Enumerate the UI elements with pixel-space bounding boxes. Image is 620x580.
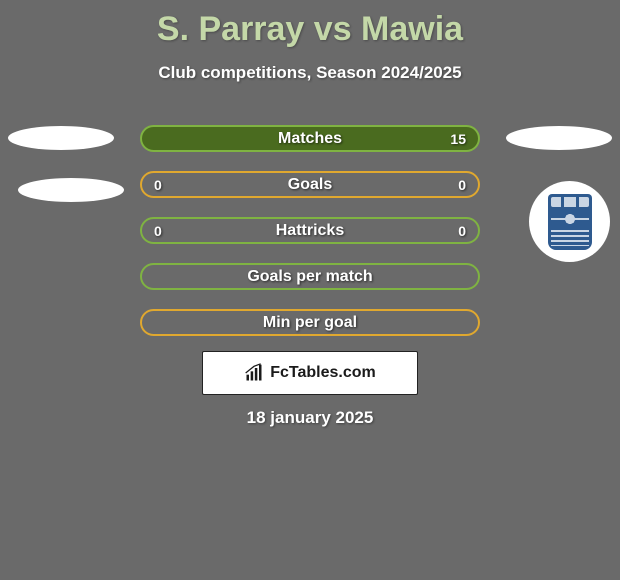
stat-right-value: 0: [458, 177, 466, 193]
stat-pill: Hattricks 0 0: [140, 217, 480, 244]
stat-label: Hattricks: [276, 222, 344, 240]
stat-label: Goals per match: [247, 268, 372, 286]
stat-left-value: 0: [154, 223, 162, 239]
stat-rows: Matches 15 Goals 0 0 Hattricks 0 0 Goals per mat…: [140, 125, 480, 355]
mumbai-city-crest-icon: [548, 194, 592, 250]
stat-left-value: 0: [154, 177, 162, 193]
brand-text: FcTables.com: [270, 364, 376, 382]
stat-pill: Goals per match: [140, 263, 480, 290]
date-text: 18 january 2025: [0, 408, 620, 428]
stat-right-value: 15: [450, 131, 466, 147]
stat-pill: Min per goal: [140, 309, 480, 336]
left-player-placeholder-2: [18, 178, 124, 202]
right-player-placeholder-1: [506, 126, 612, 150]
stat-label: Matches: [278, 130, 342, 148]
club-badge: [529, 181, 610, 262]
brand-card: FcTables.com: [202, 351, 418, 395]
subtitle: Club competitions, Season 2024/2025: [0, 63, 620, 83]
stat-right-value: 0: [458, 223, 466, 239]
stat-pill: Matches 15: [140, 125, 480, 152]
stat-pill: Goals 0 0: [140, 171, 480, 198]
stat-label: Min per goal: [263, 314, 357, 332]
left-player-placeholder-1: [8, 126, 114, 150]
chart-icon: [244, 363, 264, 383]
page-title: S. Parray vs Mawia: [0, 0, 620, 49]
stat-label: Goals: [288, 176, 332, 194]
